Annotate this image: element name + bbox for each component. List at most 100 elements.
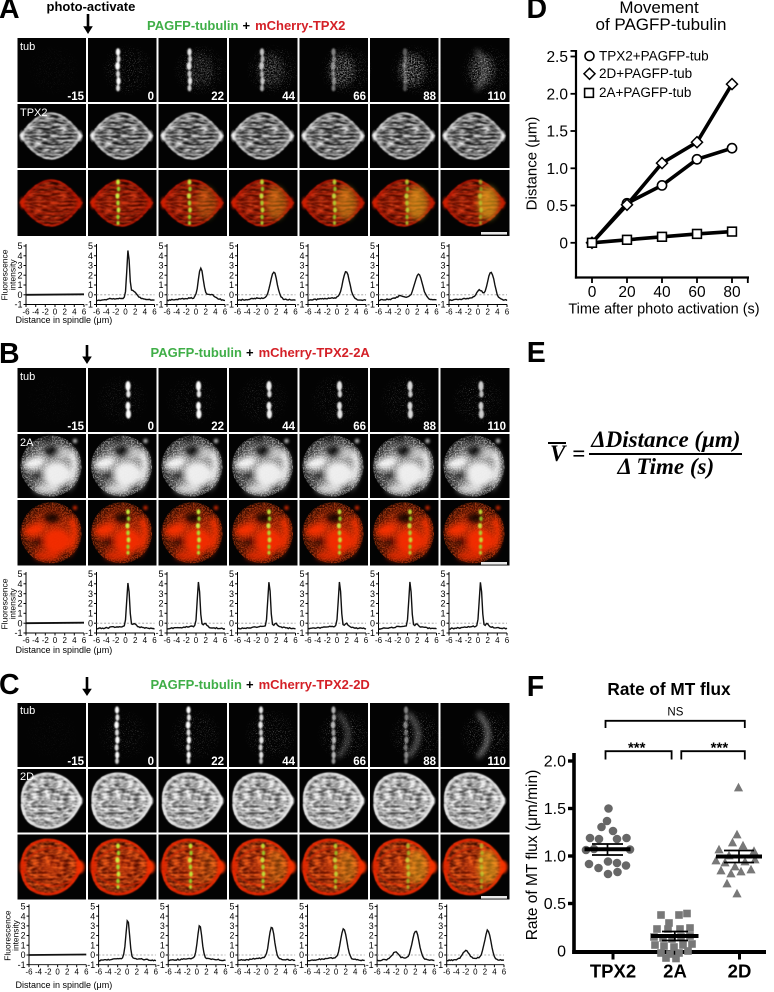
svg-text:-4: -4	[383, 967, 391, 976]
svg-text:2.0: 2.0	[546, 86, 568, 103]
svg-text:0: 0	[21, 950, 26, 960]
svg-text:2: 2	[344, 636, 349, 645]
svg-text:44: 44	[282, 421, 295, 433]
svg-text:5: 5	[88, 569, 93, 579]
svg-text:-4: -4	[244, 307, 252, 316]
svg-text:2: 2	[203, 636, 208, 645]
svg-text:3: 3	[440, 261, 445, 271]
svg-text:5: 5	[299, 241, 304, 251]
svg-text:4: 4	[160, 911, 165, 921]
svg-text:4: 4	[438, 911, 443, 921]
svg-text:0: 0	[440, 618, 445, 628]
svg-text:-2: -2	[324, 636, 332, 645]
svg-text:Rate of MT flux (μm/min): Rate of MT flux (μm/min)	[524, 770, 541, 941]
svg-text:0: 0	[476, 307, 481, 316]
svg-text:-1: -1	[155, 300, 163, 310]
svg-text:5: 5	[17, 569, 22, 579]
svg-text:1: 1	[21, 940, 26, 950]
svg-text:1: 1	[299, 280, 304, 290]
svg-text:6: 6	[152, 307, 157, 316]
svg-text:-6: -6	[234, 967, 242, 976]
svg-text:2: 2	[229, 599, 234, 609]
svg-text:2: 2	[65, 967, 69, 976]
svg-text:-4: -4	[103, 636, 111, 645]
svg-text:3: 3	[90, 921, 95, 931]
svg-text:4: 4	[143, 636, 148, 645]
svg-text:0: 0	[404, 967, 409, 976]
svg-text:2.5: 2.5	[546, 49, 568, 66]
svg-text:5: 5	[17, 241, 22, 251]
svg-text:-2: -2	[465, 307, 473, 316]
svg-text:tub: tub	[20, 41, 35, 53]
svg-text:4: 4	[284, 307, 289, 316]
svg-text:2: 2	[88, 270, 93, 280]
svg-text:0: 0	[264, 307, 269, 316]
svg-text:0: 0	[148, 756, 154, 768]
svg-text:5: 5	[160, 902, 165, 912]
svg-text:-4: -4	[453, 967, 461, 976]
svg-text:Movement: Movement	[619, 0, 699, 17]
svg-text:0: 0	[17, 618, 22, 628]
svg-text:1: 1	[158, 280, 163, 290]
svg-text:6: 6	[82, 307, 87, 316]
svg-text:-6: -6	[234, 307, 242, 316]
svg-text:6: 6	[502, 967, 507, 976]
svg-text:4: 4	[88, 251, 93, 261]
svg-text:4: 4	[492, 967, 497, 976]
svg-text:0: 0	[299, 950, 304, 960]
svg-text:-15: -15	[67, 421, 84, 433]
svg-text:0: 0	[229, 618, 234, 628]
svg-text:3: 3	[229, 589, 234, 599]
svg-text:2: 2	[369, 931, 374, 941]
svg-text:-1: -1	[437, 628, 445, 638]
svg-text:-2: -2	[112, 636, 120, 645]
svg-text:1: 1	[229, 940, 234, 950]
svg-text:110: 110	[487, 756, 506, 768]
svg-text:2D: 2D	[728, 961, 752, 982]
svg-text:1: 1	[158, 609, 163, 619]
svg-text:-4: -4	[244, 636, 252, 645]
svg-text:tub: tub	[20, 371, 35, 383]
svg-text:-4: -4	[32, 636, 40, 645]
svg-text:1: 1	[440, 280, 445, 290]
svg-text:-6: -6	[163, 636, 171, 645]
svg-text:-4: -4	[173, 307, 181, 316]
svg-text:5: 5	[440, 569, 445, 579]
svg-text:-2: -2	[324, 307, 332, 316]
svg-text:4: 4	[88, 579, 93, 589]
svg-text:4: 4	[299, 579, 304, 589]
svg-text:0: 0	[158, 618, 163, 628]
svg-text:-1: -1	[85, 628, 93, 638]
svg-text:6: 6	[364, 636, 369, 645]
svg-text:66: 66	[353, 421, 366, 433]
svg-text:1.5: 1.5	[546, 124, 568, 141]
svg-text:88: 88	[423, 421, 436, 433]
svg-text:-6: -6	[25, 967, 33, 976]
svg-text:0: 0	[195, 967, 200, 976]
svg-text:***: ***	[628, 739, 646, 756]
svg-text:2: 2	[299, 599, 304, 609]
svg-text:-4: -4	[455, 307, 463, 316]
svg-text:0: 0	[148, 421, 154, 433]
svg-text:5: 5	[158, 241, 163, 251]
svg-text:0: 0	[335, 636, 340, 645]
svg-text:4: 4	[369, 911, 374, 921]
svg-text:Fluorescence: Fluorescence	[0, 249, 10, 300]
svg-text:4: 4	[229, 251, 234, 261]
svg-text:-1: -1	[226, 628, 234, 638]
svg-text:4: 4	[495, 636, 500, 645]
svg-text:2: 2	[299, 931, 304, 941]
svg-text:-2: -2	[42, 636, 50, 645]
svg-text:0: 0	[405, 636, 410, 645]
svg-text:4: 4	[354, 636, 359, 645]
svg-text:2: 2	[274, 636, 279, 645]
svg-text:6: 6	[505, 636, 510, 645]
svg-text:1: 1	[299, 609, 304, 619]
svg-text:4: 4	[353, 967, 358, 976]
svg-text:-1: -1	[366, 960, 374, 970]
svg-text:2: 2	[160, 931, 165, 941]
svg-text:4: 4	[370, 579, 375, 589]
svg-text:-1: -1	[85, 300, 93, 310]
svg-text:4: 4	[144, 967, 149, 976]
svg-text:-6: -6	[93, 636, 101, 645]
